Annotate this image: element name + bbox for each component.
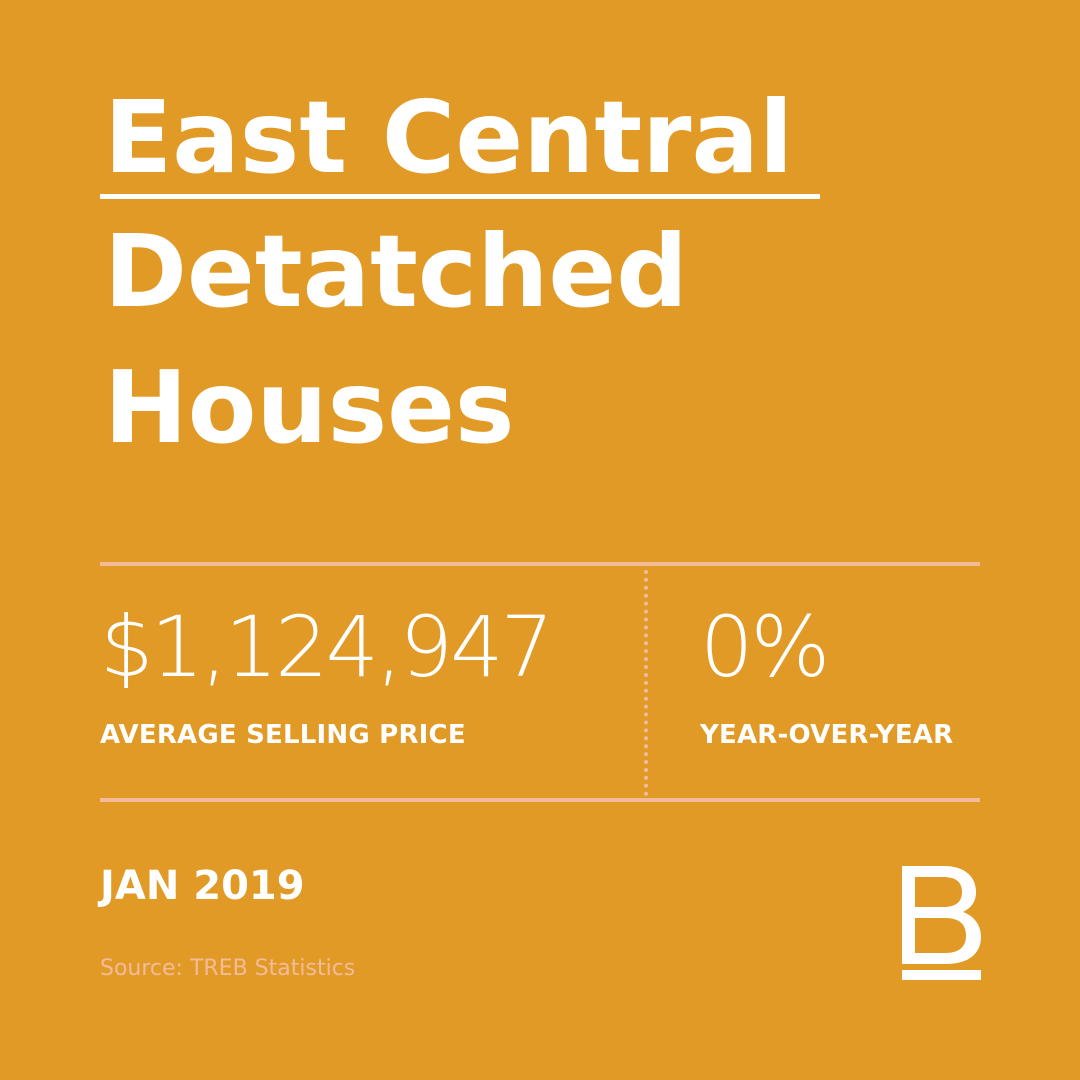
title-line-2: Detatched	[104, 213, 688, 330]
yoy-label: YEAR-OVER-YEAR	[700, 720, 954, 750]
date-text: JAN 2019	[100, 863, 305, 909]
stats-dotted-divider	[644, 570, 648, 796]
source-text: Source: TREB Statistics	[100, 956, 356, 981]
stats-bottom-rule	[100, 798, 980, 802]
b-logo-icon	[902, 866, 981, 980]
price-label: AVERAGE SELLING PRICE	[100, 720, 466, 750]
title-line-1: East Central	[104, 79, 794, 196]
title-line-3: Houses	[104, 349, 515, 466]
title-underline	[100, 194, 820, 199]
yoy-value: 0%	[700, 598, 830, 696]
price-value: $1,124,947	[100, 598, 554, 696]
stats-top-rule	[100, 562, 980, 566]
